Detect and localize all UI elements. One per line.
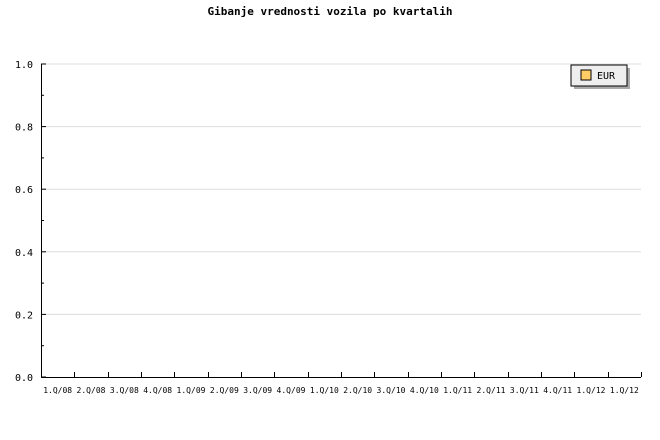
legend: EUR bbox=[570, 64, 630, 89]
y-tick-label: 0.0 bbox=[15, 373, 33, 384]
x-tick-label: 1.Q/12 bbox=[577, 386, 606, 395]
x-tick-label: 3.Q/10 bbox=[377, 386, 406, 395]
legend-swatch-eur bbox=[580, 69, 592, 81]
y-tick-label: 1.0 bbox=[15, 60, 33, 71]
x-tick-label: 2.Q/08 bbox=[77, 386, 106, 395]
x-tick-label: 4.Q/11 bbox=[543, 386, 572, 395]
x-tick-label: 1.Q/11 bbox=[443, 386, 472, 395]
legend-label-eur: EUR bbox=[597, 71, 616, 82]
x-tick-label: 2.Q/10 bbox=[343, 386, 372, 395]
x-tick-label: 1.Q/08 bbox=[43, 386, 72, 395]
x-tick-label: 2.Q/09 bbox=[210, 386, 239, 395]
x-tick-label: 4.Q/09 bbox=[277, 386, 306, 395]
y-tick-label: 0.8 bbox=[15, 123, 33, 134]
x-tick-label: 4.Q/10 bbox=[410, 386, 439, 395]
x-tick-label: 3.Q/08 bbox=[110, 386, 139, 395]
x-tick-label: 2.Q/11 bbox=[477, 386, 506, 395]
axes bbox=[41, 64, 641, 378]
x-tick-label: 1.Q/10 bbox=[310, 386, 339, 395]
y-tick-label: 0.6 bbox=[15, 185, 33, 196]
x-tick-label: 1.Q/12 bbox=[610, 386, 639, 395]
y-tick-label: 0.2 bbox=[15, 310, 33, 321]
x-tick-label: 1.Q/09 bbox=[177, 386, 206, 395]
x-tick-label: 4.Q/08 bbox=[143, 386, 172, 395]
x-axis-ticks: 1.Q/08 2.Q/08 3.Q/08 4.Q/08 1.Q/09 2.Q/09 3.Q/… bbox=[41, 372, 642, 395]
x-tick-label: 3.Q/11 bbox=[510, 386, 539, 395]
chart-title: Gibanje vrednosti vozila po kvartalih bbox=[207, 5, 452, 18]
x-tick-label: 3.Q/09 bbox=[243, 386, 272, 395]
y-tick-label: 0.4 bbox=[15, 248, 33, 259]
grid bbox=[41, 63, 641, 315]
y-axis-ticks: 0.0 0.2 0.4 0.6 0.8 1.0 bbox=[15, 60, 46, 384]
